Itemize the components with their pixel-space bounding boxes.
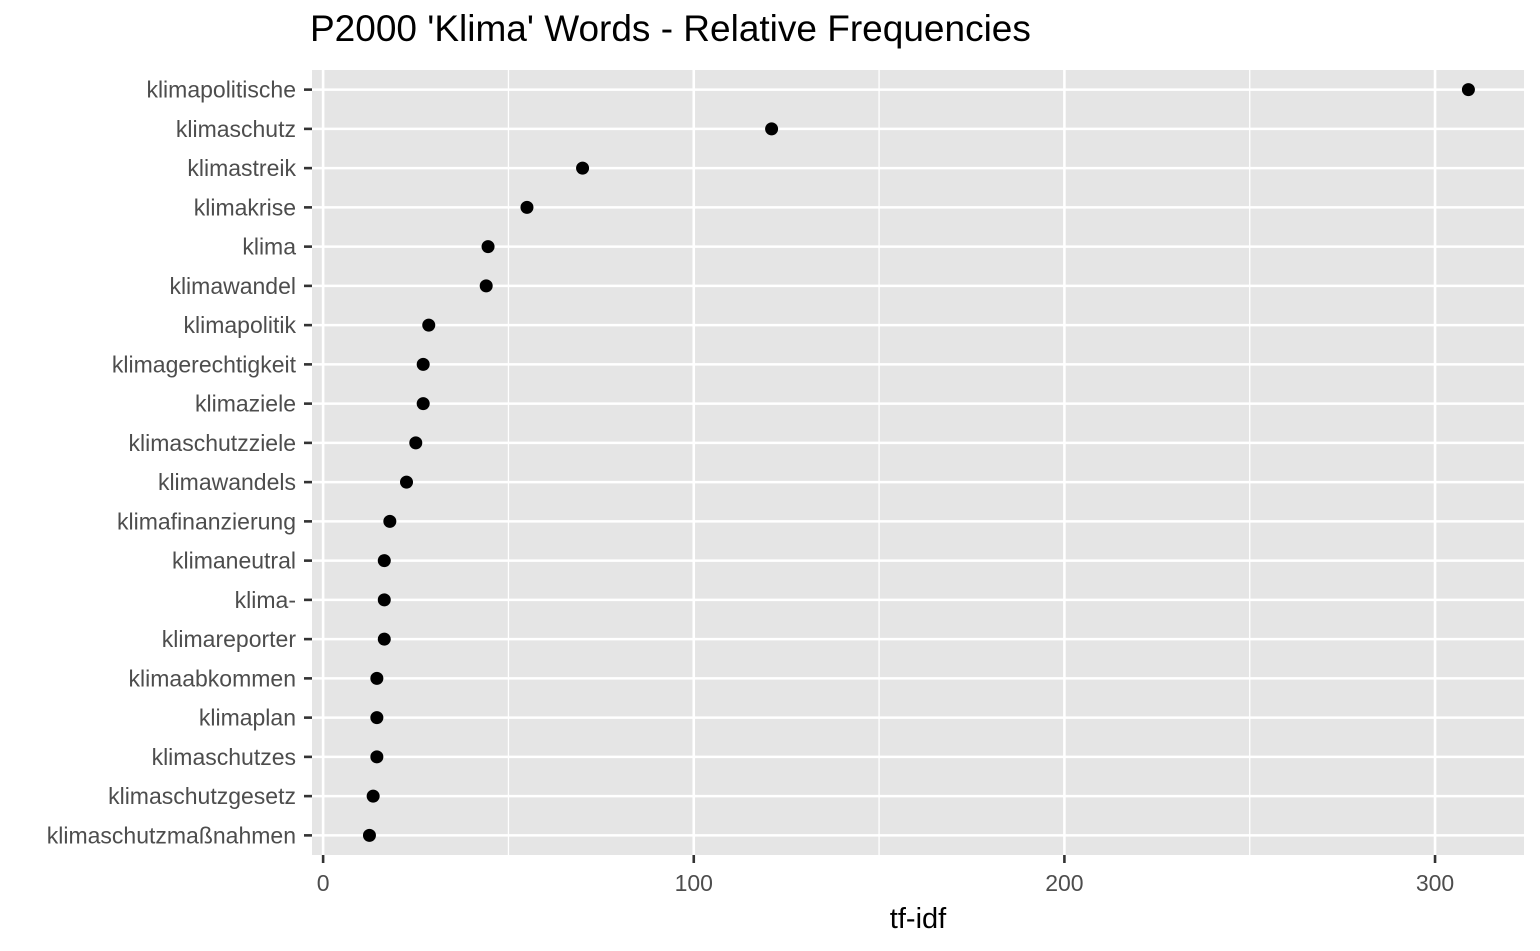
- data-point: [383, 514, 397, 528]
- y-tick-label: klimaneutral: [172, 548, 296, 574]
- y-tick-label: klimastreik: [187, 155, 296, 181]
- data-point: [1461, 83, 1475, 97]
- data-point: [370, 750, 384, 764]
- data-point: [479, 279, 493, 293]
- data-point: [416, 357, 430, 371]
- y-tick-label: klimafinanzierung: [117, 508, 296, 534]
- y-tick-label: klimaschutz: [176, 116, 296, 142]
- y-tick-label: klimapolitik: [184, 312, 297, 338]
- data-point: [576, 161, 590, 175]
- x-tick-label: 200: [1045, 870, 1083, 896]
- data-point: [377, 554, 391, 568]
- y-axis: klimapolitische klimaschutz klimastreik kli…: [47, 77, 312, 848]
- x-tick-label: 100: [675, 870, 713, 896]
- y-tick-label: klima-: [235, 587, 296, 613]
- plot-panel: [312, 70, 1524, 855]
- x-tick-label: 0: [317, 870, 330, 896]
- y-tick-label: klimaschutzgesetz: [108, 783, 296, 809]
- data-point: [370, 671, 384, 685]
- data-point: [400, 475, 414, 489]
- data-point: [366, 789, 380, 803]
- data-point: [370, 711, 384, 725]
- y-tick-label: klimaschutzmaßnahmen: [47, 822, 296, 848]
- data-point: [409, 436, 423, 450]
- y-tick-label: klimawandel: [169, 273, 296, 299]
- data-point: [422, 318, 436, 332]
- y-tick-label: klimaziele: [195, 391, 296, 417]
- data-point: [377, 632, 391, 646]
- data-point: [362, 828, 376, 842]
- data-points: [362, 83, 1475, 842]
- chart-title: P2000 'Klima' Words - Relative Frequenci…: [310, 8, 1031, 49]
- x-tick-label: 300: [1416, 870, 1454, 896]
- y-tick-label: klimakrise: [194, 194, 296, 220]
- major-gridlines: [312, 70, 1524, 855]
- y-tick-label: klimaplan: [199, 705, 296, 731]
- y-tick-label: klimawandels: [158, 469, 296, 495]
- y-tick-label: klima: [242, 234, 296, 260]
- data-point: [520, 200, 534, 214]
- data-point: [765, 122, 779, 136]
- y-tick-label: klimapolitische: [146, 77, 296, 103]
- y-tick-label: klimareporter: [162, 626, 297, 652]
- y-tick-label: klimaschutzziele: [129, 430, 296, 456]
- data-point: [416, 397, 430, 411]
- data-point: [481, 240, 495, 254]
- x-axis-title: tf-idf: [890, 903, 947, 935]
- minor-gridlines: [507, 70, 1251, 855]
- x-axis: 0 100 200 300: [317, 855, 1454, 896]
- y-tick-label: klimagerechtigkeit: [112, 351, 297, 377]
- y-tick-label: klimaabkommen: [129, 665, 296, 691]
- y-tick-label: klimaschutzes: [152, 744, 296, 770]
- data-point: [377, 593, 391, 607]
